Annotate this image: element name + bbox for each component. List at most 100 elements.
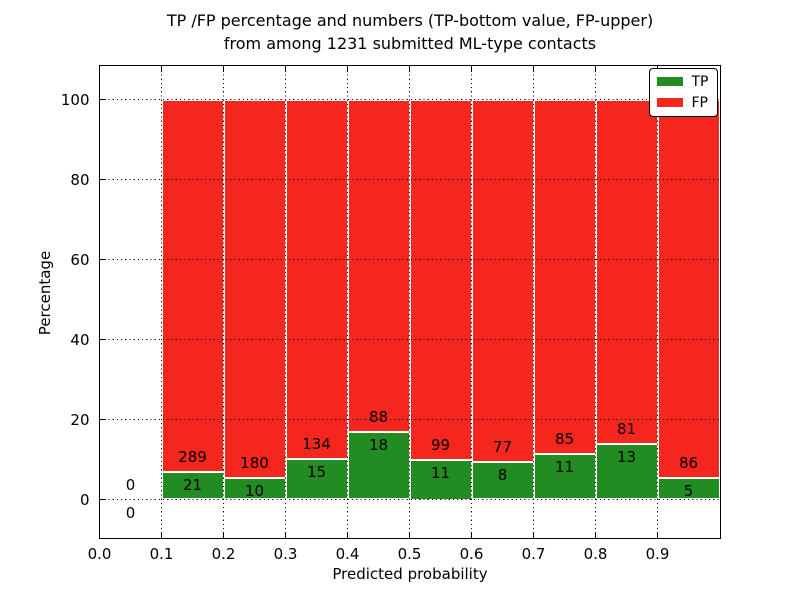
fp-bar-segment <box>471 99 534 462</box>
x-tick-mark <box>160 531 163 538</box>
bar-labels-layer: 0 0 289 21 180 10 134 15 88 18 99 11 77 8 85 11 81 13 86 5 <box>100 66 720 538</box>
x-tick-mark-top <box>222 65 225 72</box>
fp-count-label: 85 <box>554 429 575 448</box>
vertical-gridline <box>223 65 224 538</box>
legend-item-fp: FP <box>656 94 709 111</box>
y-tick-label: 20 <box>70 410 90 429</box>
tp-count-label: 13 <box>616 448 637 467</box>
y-tick-label: 0 <box>79 490 90 509</box>
tp-count-label: 5 <box>683 481 694 500</box>
y-tick-mark <box>99 418 106 421</box>
fp-legend-swatch-icon <box>656 98 683 107</box>
fp-bar-segment <box>657 99 720 478</box>
tp-bar-segment <box>161 472 224 500</box>
x-tick-mark <box>284 531 287 538</box>
fp-bar-segment <box>285 99 348 460</box>
y-tick-label: 100 <box>60 90 90 109</box>
tp-count-label: 18 <box>368 435 389 454</box>
x-tick-mark <box>594 531 597 538</box>
fp-count-label: 77 <box>492 437 513 456</box>
fp-count-label: 0 <box>125 475 136 494</box>
y-tick-mark <box>99 258 106 261</box>
x-tick-mark-top <box>532 65 535 72</box>
chart-title-line1: TP /FP percentage and numbers (TP-bottom… <box>166 11 654 30</box>
x-tick-mark-top <box>98 65 101 72</box>
x-tick-mark-top <box>594 65 597 72</box>
tp-count-label: 0 <box>125 503 136 522</box>
x-axis-label: Predicted probability <box>332 565 488 583</box>
fp-bar-segment <box>161 99 224 473</box>
chart-title-line2: from among 1231 submitted ML-type contac… <box>223 34 597 53</box>
chart-title: TP /FP percentage and numbers (TP-bottom… <box>100 9 720 55</box>
x-tick-mark <box>346 531 349 538</box>
x-tick-label: 0.6 <box>459 544 484 563</box>
plot-area: 0 0 289 21 180 10 134 15 88 18 99 11 77 8 85 11 81 13 86 5 … <box>61 64 721 563</box>
fp-count-label: 86 <box>678 453 699 472</box>
tp-bar-segment <box>595 444 658 500</box>
legend: TP FP <box>648 67 718 117</box>
vertical-gridline <box>285 65 286 538</box>
tp-bar-segment <box>471 461 534 500</box>
tp-legend-label: TP <box>691 73 709 90</box>
x-tick-mark-top <box>470 65 473 72</box>
x-tick-mark-top <box>284 65 287 72</box>
tp-bar-segment <box>347 431 410 500</box>
x-tick-label: 0.9 <box>645 544 670 563</box>
fp-legend-label: FP <box>691 94 709 111</box>
y-tick-label: 80 <box>70 170 90 189</box>
fp-count-label: 99 <box>430 435 451 454</box>
fp-count-label: 289 <box>178 448 207 467</box>
x-tick-mark <box>470 531 473 538</box>
x-tick-label: 0.5 <box>397 544 422 563</box>
vertical-gridline <box>657 65 658 538</box>
y-tick-mark <box>99 98 106 101</box>
tp-bar-segment <box>533 453 596 500</box>
y-tick-mark <box>99 338 106 341</box>
fp-count-label: 88 <box>368 407 389 426</box>
fp-count-label: 134 <box>302 435 331 454</box>
vertical-gridline <box>471 65 472 538</box>
vertical-gridline <box>347 65 348 538</box>
x-tick-mark <box>408 531 411 538</box>
fp-count-label: 180 <box>240 454 269 473</box>
tick-labels-layer: 0.0 0.1 0.2 0.3 0.4 0.5 0.6 0.7 0.8 0.9 0 20 40 60 80 1… <box>61 66 720 563</box>
x-tick-label: 0.3 <box>273 544 298 563</box>
vertical-gridline <box>409 65 410 538</box>
tp-bar-segment <box>657 477 720 500</box>
x-tick-label: 0.8 <box>583 544 608 563</box>
bars-layer <box>100 66 720 538</box>
x-tick-mark-top <box>408 65 411 72</box>
tp-count-label: 11 <box>430 463 451 482</box>
vertical-gridline <box>161 65 162 538</box>
x-tick-mark <box>98 531 101 538</box>
x-tick-label: 0.2 <box>211 544 236 563</box>
x-tick-label: 0.4 <box>335 544 360 563</box>
x-tick-mark <box>532 531 535 538</box>
tp-legend-swatch-icon <box>656 77 683 86</box>
tp-count-label: 8 <box>497 465 508 484</box>
vertical-gridline <box>533 65 534 538</box>
grid-layer <box>99 65 720 538</box>
fp-bar-segment <box>223 99 286 479</box>
x-tick-mark-top <box>160 65 163 72</box>
x-tick-mark <box>656 531 659 538</box>
tp-count-label: 15 <box>306 463 327 482</box>
vertical-gridline <box>595 65 596 538</box>
x-tick-mark <box>222 531 225 538</box>
y-tick-label: 60 <box>70 250 90 269</box>
tp-count-label: 11 <box>554 457 575 476</box>
y-tick-label: 40 <box>70 330 90 349</box>
x-tick-mark-top <box>346 65 349 72</box>
y-tick-mark <box>99 178 106 181</box>
x-tick-label: 0.0 <box>87 544 112 563</box>
x-tick-label: 0.7 <box>521 544 546 563</box>
y-tick-mark <box>99 498 106 501</box>
legend-item-tp: TP <box>656 73 709 90</box>
tp-bar-segment <box>285 459 348 500</box>
fp-bar-segment <box>533 99 596 454</box>
ticks-layer <box>98 65 720 538</box>
tp-count-label: 10 <box>244 482 265 501</box>
x-tick-label: 0.1 <box>149 544 174 563</box>
fp-bar-segment <box>595 99 658 445</box>
